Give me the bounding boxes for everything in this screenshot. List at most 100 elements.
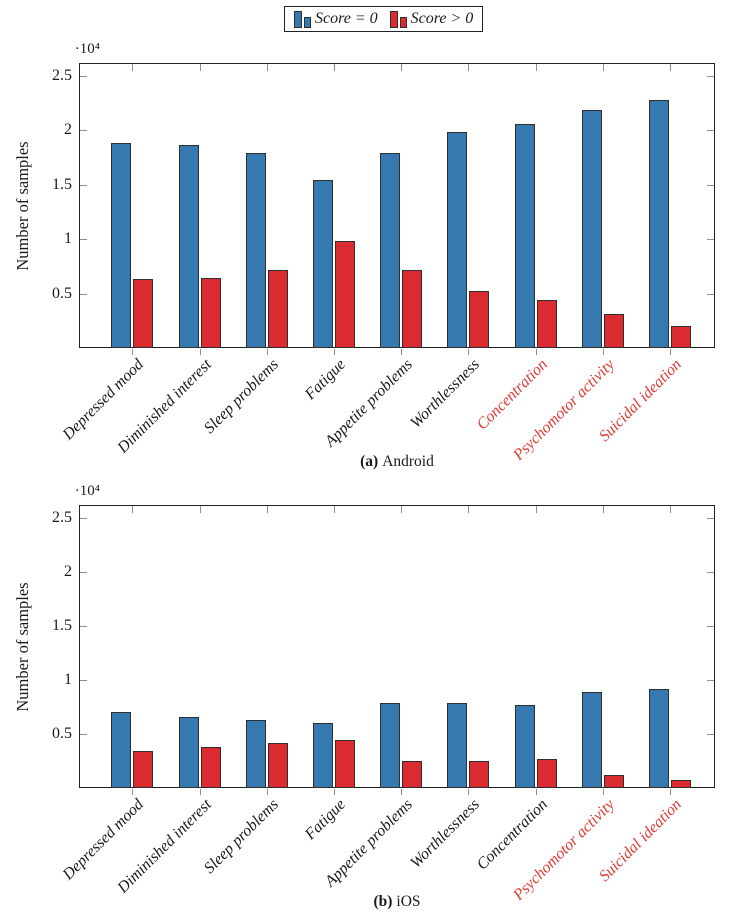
bar [380, 153, 401, 348]
y-tick-label: 1.5 [52, 175, 72, 193]
tick-mark [707, 130, 714, 132]
x-tick-label: Fatigue [301, 796, 350, 844]
tick-mark [468, 349, 470, 355]
x-tick-label: Diminished interest [114, 356, 215, 457]
tick-mark [707, 679, 714, 681]
bar [200, 746, 221, 788]
y-tick-label: 2.5 [52, 67, 72, 85]
x-tick-label: Diminished interest [114, 796, 215, 897]
tick-mark [535, 789, 537, 795]
bar [313, 180, 333, 348]
tick-mark [334, 349, 335, 355]
y-tick-label: 1 [64, 230, 72, 248]
score-gt0-bars-icon [389, 10, 407, 28]
x-tick-label: Depressed mood [60, 796, 148, 884]
tick-mark [401, 64, 403, 71]
tick-mark [334, 64, 335, 71]
tick-mark [670, 789, 671, 795]
tick-mark [535, 506, 537, 513]
x-tick-label: Fatigue [301, 356, 350, 404]
tick-mark [266, 789, 268, 795]
bar [649, 99, 669, 348]
tick-mark [266, 64, 268, 71]
bar [447, 131, 468, 348]
bar [402, 269, 423, 348]
tick-mark [401, 349, 403, 355]
caption-text: iOS [396, 893, 421, 910]
plot-area [79, 505, 715, 788]
y-tick-label: 2.5 [52, 508, 72, 526]
tick-mark [602, 506, 604, 513]
legend-label: Score = 0 [315, 10, 378, 27]
tick-mark [199, 64, 201, 71]
y-scale-label: ·10⁴ [74, 483, 100, 499]
bar [469, 760, 490, 788]
y-tick-label: 0.5 [52, 724, 72, 742]
tick-mark [334, 506, 335, 513]
bar [671, 780, 691, 788]
bar [245, 719, 266, 788]
tick-mark [80, 733, 87, 735]
tick-mark [707, 239, 714, 241]
bar [111, 712, 132, 788]
bar [133, 279, 154, 348]
tick-mark [80, 130, 87, 132]
y-tick-label: 1.5 [52, 616, 72, 634]
x-tick-label: Concentration [473, 356, 551, 434]
bar [245, 153, 266, 348]
tick-mark [199, 349, 201, 355]
y-tick-label: 2 [64, 562, 72, 580]
score0-bars-icon [294, 10, 311, 28]
bar [649, 688, 669, 788]
bar [514, 123, 535, 348]
bar [267, 269, 288, 348]
bar [447, 702, 468, 788]
tick-mark [602, 64, 604, 71]
tick-mark [132, 789, 134, 795]
bar [380, 702, 401, 788]
x-tick-label: Appetite problems [321, 796, 417, 891]
tick-mark [707, 571, 714, 573]
tick-mark [199, 506, 201, 513]
tick-mark [670, 506, 671, 513]
y-axis-title: Number of samples [13, 581, 32, 712]
tick-mark [80, 679, 87, 681]
tick-mark [199, 789, 201, 795]
bar [581, 691, 602, 788]
tick-mark [707, 517, 714, 519]
tick-mark [602, 789, 604, 795]
bar [200, 278, 221, 348]
x-tick-label: Sleep problems [200, 796, 282, 878]
tick-mark [535, 64, 537, 71]
x-tick-label: Suicidal ideation [596, 796, 686, 886]
legend-label: Score > 0 [410, 10, 474, 27]
y-tick-label: 0.5 [52, 284, 72, 302]
x-tick-label: Worthlessness [407, 356, 484, 432]
tick-mark [80, 293, 87, 295]
tick-mark [80, 571, 87, 573]
caption-tag: (a) [360, 453, 379, 470]
legend-item-score-gt0: Score > 0 [389, 10, 474, 28]
bar [335, 740, 355, 788]
bar [267, 742, 288, 788]
tick-mark [266, 506, 268, 513]
tick-mark [468, 64, 470, 71]
x-tick-label: Psychomotor activity [509, 796, 618, 904]
tick-mark [132, 506, 134, 513]
tick-mark [707, 293, 714, 295]
bar [536, 758, 557, 788]
x-tick-label: Appetite problems [321, 356, 417, 451]
tick-mark [132, 349, 134, 355]
bar [536, 300, 557, 348]
x-tick-label: Sleep problems [200, 356, 282, 438]
tick-mark [401, 506, 403, 513]
bar [581, 109, 602, 348]
tick-mark [602, 349, 604, 355]
tick-mark [266, 349, 268, 355]
y-tick-label: 2 [64, 121, 72, 139]
x-tick-label: Concentration [473, 796, 551, 874]
legend-item-score0: Score = 0 [294, 10, 378, 28]
y-tick-label: 1 [64, 670, 72, 688]
